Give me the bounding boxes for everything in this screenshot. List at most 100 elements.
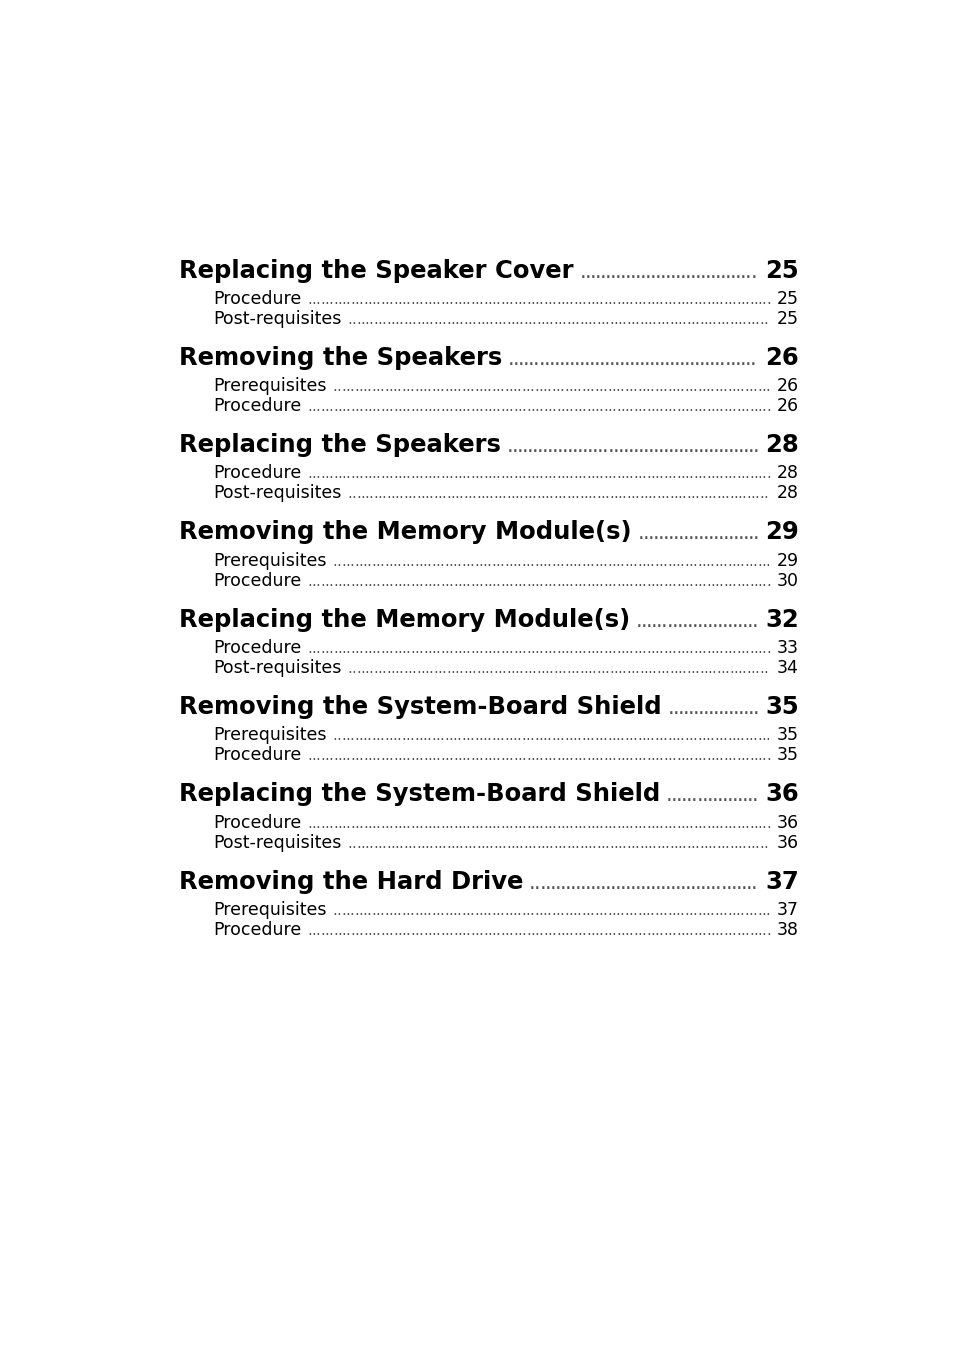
Text: .: . bbox=[616, 399, 620, 414]
Text: .: . bbox=[665, 611, 672, 631]
Text: .: . bbox=[585, 816, 590, 831]
Text: .: . bbox=[640, 611, 647, 631]
Text: .: . bbox=[328, 816, 333, 831]
Text: .: . bbox=[474, 728, 478, 743]
Text: .: . bbox=[379, 399, 384, 414]
Text: .: . bbox=[393, 466, 397, 481]
Text: .: . bbox=[477, 728, 482, 743]
Text: .: . bbox=[611, 380, 616, 395]
Text: .: . bbox=[496, 399, 500, 414]
Text: .: . bbox=[354, 816, 358, 831]
Text: .: . bbox=[465, 728, 470, 743]
Text: .: . bbox=[714, 466, 719, 481]
Text: .: . bbox=[759, 311, 763, 326]
Text: .: . bbox=[656, 661, 660, 676]
Text: .: . bbox=[650, 923, 655, 938]
Text: .: . bbox=[654, 553, 659, 568]
Text: 29: 29 bbox=[776, 552, 798, 570]
Text: .: . bbox=[581, 436, 588, 456]
Text: .: . bbox=[534, 873, 540, 892]
Text: .: . bbox=[667, 292, 672, 307]
Text: .: . bbox=[619, 816, 624, 831]
Text: .: . bbox=[637, 436, 643, 456]
Text: .: . bbox=[491, 553, 496, 568]
Text: .: . bbox=[668, 348, 675, 369]
Text: .: . bbox=[684, 641, 689, 656]
Text: .: . bbox=[748, 923, 753, 938]
Text: .: . bbox=[422, 903, 427, 918]
Text: .: . bbox=[736, 923, 740, 938]
Text: .: . bbox=[573, 574, 578, 589]
Text: .: . bbox=[407, 836, 412, 851]
Text: .: . bbox=[590, 399, 595, 414]
Text: .: . bbox=[418, 641, 423, 656]
Text: .: . bbox=[517, 816, 521, 831]
Text: .: . bbox=[547, 749, 552, 764]
Text: .: . bbox=[578, 311, 583, 326]
Text: .: . bbox=[577, 553, 581, 568]
Text: .: . bbox=[613, 661, 618, 676]
Text: .: . bbox=[511, 436, 517, 456]
Text: .: . bbox=[548, 486, 553, 501]
Text: .: . bbox=[619, 641, 624, 656]
Text: .: . bbox=[628, 728, 633, 743]
Text: .: . bbox=[501, 661, 506, 676]
Text: .: . bbox=[628, 553, 633, 568]
Text: .: . bbox=[486, 903, 491, 918]
Text: .: . bbox=[362, 749, 367, 764]
Text: .: . bbox=[710, 574, 715, 589]
Text: .: . bbox=[709, 380, 714, 395]
Text: .: . bbox=[414, 816, 418, 831]
Text: .: . bbox=[350, 923, 355, 938]
Text: .: . bbox=[345, 903, 350, 918]
Text: .: . bbox=[735, 728, 740, 743]
Text: .: . bbox=[589, 903, 594, 918]
Text: .: . bbox=[375, 728, 379, 743]
Text: .: . bbox=[619, 749, 624, 764]
Text: .: . bbox=[456, 641, 461, 656]
Text: .: . bbox=[324, 466, 329, 481]
Text: .: . bbox=[671, 816, 676, 831]
Text: .: . bbox=[418, 816, 423, 831]
Text: .: . bbox=[379, 728, 384, 743]
Text: .: . bbox=[319, 816, 324, 831]
Text: .: . bbox=[332, 903, 336, 918]
Text: .: . bbox=[619, 466, 624, 481]
Text: .: . bbox=[664, 661, 669, 676]
Text: .: . bbox=[760, 574, 765, 589]
Text: .: . bbox=[667, 399, 672, 414]
Text: .: . bbox=[504, 466, 509, 481]
Text: .: . bbox=[727, 466, 731, 481]
Text: .: . bbox=[720, 836, 724, 851]
Text: .: . bbox=[559, 292, 564, 307]
Text: .: . bbox=[503, 553, 508, 568]
Text: .: . bbox=[683, 348, 690, 369]
Text: .: . bbox=[538, 574, 543, 589]
Text: .: . bbox=[743, 574, 748, 589]
Text: .: . bbox=[517, 574, 521, 589]
Text: .: . bbox=[628, 749, 633, 764]
Text: .: . bbox=[439, 923, 444, 938]
Text: .: . bbox=[751, 611, 758, 631]
Text: .: . bbox=[526, 436, 533, 456]
Text: .: . bbox=[431, 641, 436, 656]
Text: .: . bbox=[572, 903, 577, 918]
Text: .: . bbox=[328, 574, 333, 589]
Text: Post-requisites: Post-requisites bbox=[213, 310, 341, 328]
Text: .: . bbox=[478, 292, 483, 307]
Text: .: . bbox=[615, 380, 619, 395]
Text: .: . bbox=[311, 466, 315, 481]
Text: .: . bbox=[690, 486, 695, 501]
Text: .: . bbox=[461, 466, 466, 481]
Text: .: . bbox=[517, 923, 521, 938]
Text: .: . bbox=[479, 661, 484, 676]
Text: .: . bbox=[637, 399, 641, 414]
Text: .: . bbox=[640, 903, 645, 918]
Text: .: . bbox=[456, 816, 461, 831]
Text: .: . bbox=[723, 348, 730, 369]
Text: .: . bbox=[371, 728, 375, 743]
Text: .: . bbox=[499, 728, 504, 743]
Text: .: . bbox=[676, 574, 680, 589]
Text: .: . bbox=[416, 311, 420, 326]
Text: .: . bbox=[598, 553, 602, 568]
